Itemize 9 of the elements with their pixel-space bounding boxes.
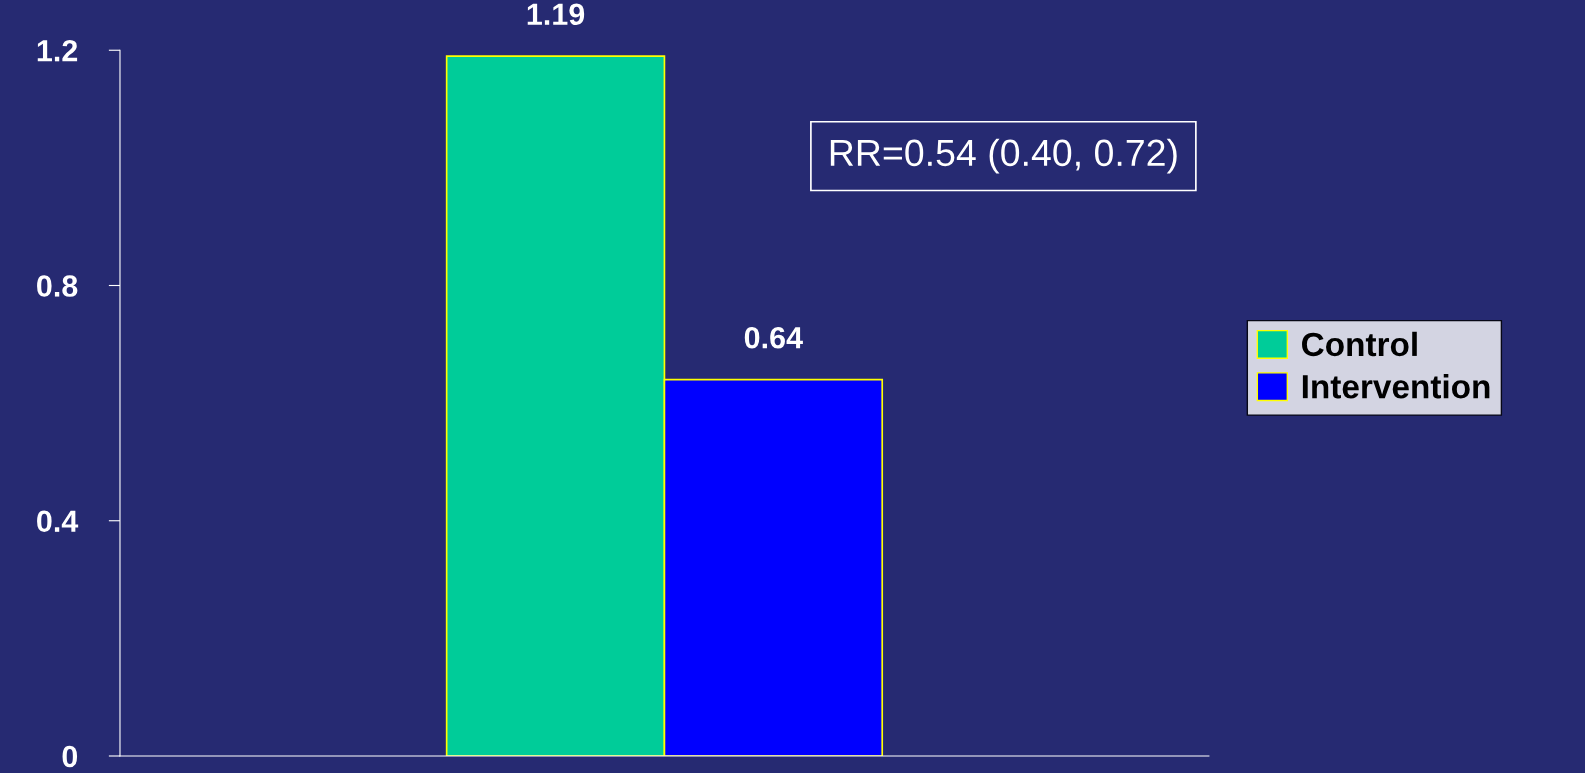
data-label: 0.64 xyxy=(744,326,803,349)
y-tick-label: 0.4 xyxy=(37,510,79,533)
y-tick-label: 0 xyxy=(62,745,78,768)
y-tick-label: 0.8 xyxy=(37,275,78,297)
annotation: RR=0.54 (0.40, 0.72) xyxy=(830,138,1177,174)
y-tick-label: 1.2 xyxy=(37,39,78,62)
data-label: 1.19 xyxy=(527,3,585,26)
legend-label: Control xyxy=(1302,331,1417,357)
legend-label: Intervention xyxy=(1302,374,1490,399)
